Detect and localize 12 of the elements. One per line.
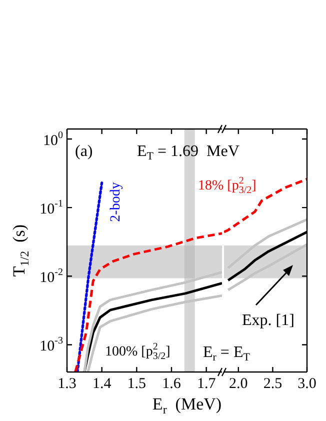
x-tick-label: 1.6 [162, 376, 182, 392]
x-tick-label: 3.0 [298, 376, 316, 392]
x-tick-label: 1.7 [196, 376, 216, 392]
annotation: (a) [75, 143, 93, 160]
x-tick-label: 1.3 [58, 376, 76, 392]
annotation: Exp. [1] [242, 312, 294, 330]
y-axis-title: T1/2 (s) [9, 224, 32, 277]
x-tick-label: 1.4 [92, 376, 112, 392]
x-tick-label: 2.0 [229, 376, 248, 392]
text: 2-body [108, 182, 124, 222]
x-tick-label: 1.5 [127, 376, 146, 392]
x-tick-label: 2.5 [263, 376, 282, 392]
